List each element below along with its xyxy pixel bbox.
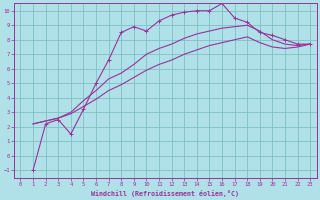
X-axis label: Windchill (Refroidissement éolien,°C): Windchill (Refroidissement éolien,°C) (91, 190, 239, 197)
